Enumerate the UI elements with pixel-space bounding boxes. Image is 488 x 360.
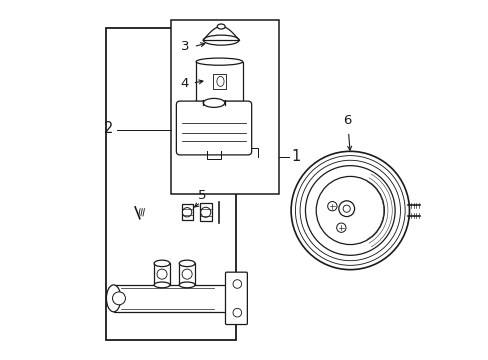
Ellipse shape	[196, 98, 242, 104]
Bar	[113, 285, 231, 312]
Circle shape	[327, 202, 336, 211]
Ellipse shape	[179, 282, 195, 288]
Bar	[154, 264, 169, 285]
Ellipse shape	[203, 98, 224, 107]
Text: 5: 5	[198, 189, 206, 202]
Text: 3: 3	[181, 40, 189, 53]
Bar	[196, 62, 242, 101]
Circle shape	[343, 205, 349, 212]
Circle shape	[338, 201, 354, 217]
Text: 4: 4	[180, 77, 188, 90]
Ellipse shape	[154, 282, 169, 288]
Ellipse shape	[179, 260, 195, 267]
Circle shape	[316, 176, 384, 244]
FancyBboxPatch shape	[225, 272, 247, 324]
Bar	[212, 74, 225, 89]
Circle shape	[112, 292, 125, 305]
Circle shape	[182, 208, 191, 217]
Text: 2: 2	[104, 121, 113, 136]
Circle shape	[182, 269, 192, 279]
Polygon shape	[203, 27, 239, 40]
Bar	[179, 264, 195, 285]
Text: 1: 1	[290, 149, 300, 164]
Circle shape	[290, 151, 408, 270]
Circle shape	[233, 280, 241, 288]
Ellipse shape	[106, 285, 121, 312]
Ellipse shape	[154, 260, 169, 267]
Ellipse shape	[217, 24, 224, 29]
Bar	[171, 21, 278, 194]
Bar	[182, 204, 192, 220]
Bar	[199, 203, 211, 221]
Circle shape	[201, 207, 210, 217]
Ellipse shape	[196, 58, 242, 65]
Bar	[106, 28, 235, 339]
Circle shape	[336, 223, 346, 232]
Text: 6: 6	[343, 114, 351, 127]
Circle shape	[157, 269, 167, 279]
Ellipse shape	[203, 35, 239, 45]
Circle shape	[233, 309, 241, 317]
FancyBboxPatch shape	[176, 101, 251, 155]
